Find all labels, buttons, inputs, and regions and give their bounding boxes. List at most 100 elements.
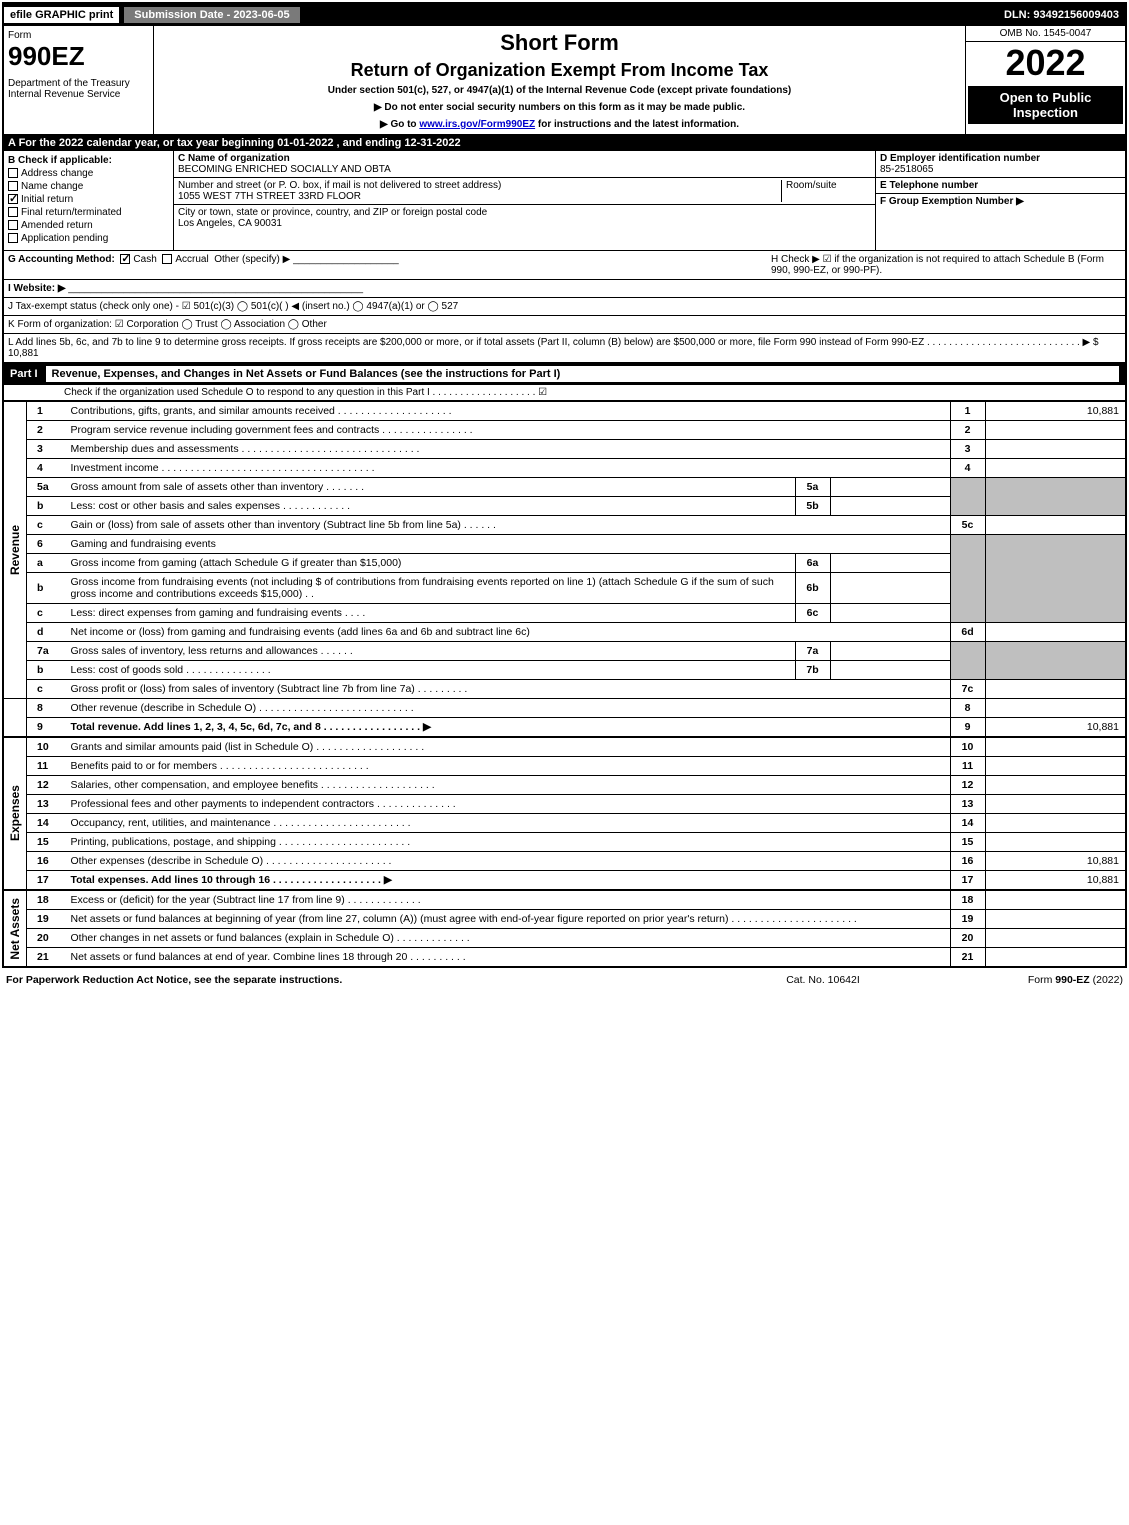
f-group-block: F Group Exemption Number ▶ [876,194,1125,209]
line-21: 21Net assets or fund balances at end of … [4,948,1125,967]
line-14: 14Occupancy, rent, utilities, and mainte… [4,814,1125,833]
tax-year: 2022 [966,42,1125,84]
street-label: Number and street (or P. O. box, if mail… [178,180,781,191]
chk-cash[interactable] [120,254,130,264]
line-11: 11Benefits paid to or for members . . . … [4,757,1125,776]
room-suite-label: Room/suite [781,180,871,202]
submission-date: Submission Date - 2023-06-05 [123,6,300,24]
short-form-label: Short Form [162,30,957,56]
col-c-org-info: C Name of organization BECOMING ENRICHED… [174,151,875,250]
line-7a: 7aGross sales of inventory, less returns… [4,642,1125,661]
city-block: City or town, state or province, country… [174,205,875,231]
line-8: 8Other revenue (describe in Schedule O) … [4,699,1125,718]
under-section: Under section 501(c), 527, or 4947(a)(1)… [162,85,957,96]
j-content: J Tax-exempt status (check only one) - ☑… [8,301,1121,312]
line-10: Expenses 10Grants and similar amounts pa… [4,737,1125,757]
header-center: Short Form Return of Organization Exempt… [154,26,965,134]
g-label: G Accounting Method: [8,254,115,265]
goto-note: ▶ Go to www.irs.gov/Form990EZ for instru… [162,119,957,130]
row-a-tax-year: A For the 2022 calendar year, or tax yea… [4,135,1125,151]
line-7c: cGross profit or (loss) from sales of in… [4,680,1125,699]
chk-accrual[interactable] [162,254,172,264]
ssn-note: ▶ Do not enter social security numbers o… [162,102,957,113]
line-6: 6Gaming and fundraising events [4,535,1125,554]
line-4: 4Investment income . . . . . . . . . . .… [4,459,1125,478]
form-header: Form 990EZ Department of the Treasury In… [4,26,1125,135]
line-5c: cGain or (loss) from sale of assets othe… [4,516,1125,535]
form-number: 990EZ [8,41,149,72]
chk-amended-return[interactable]: Amended return [8,220,169,231]
row-g-h: G Accounting Method: Cash Accrual Other … [4,251,1125,280]
line-15: 15Printing, publications, postage, and s… [4,833,1125,852]
k-content: K Form of organization: ☑ Corporation ◯ … [8,319,1121,330]
part-i-check-note: Check if the organization used Schedule … [4,385,1125,401]
chk-name-change[interactable]: Name change [8,181,169,192]
d-ein-block: D Employer identification number 85-2518… [876,151,1125,178]
d-ein: 85-2518065 [880,164,933,175]
org-name: BECOMING ENRICHED SOCIALLY AND OBTA [178,164,871,175]
lines-table: Revenue 1 Contributions, gifts, grants, … [4,401,1125,966]
part-i-header: Part I Revenue, Expenses, and Changes in… [4,363,1125,385]
line-16: 16Other expenses (describe in Schedule O… [4,852,1125,871]
line-6d: dNet income or (loss) from gaming and fu… [4,623,1125,642]
line-20: 20Other changes in net assets or fund ba… [4,929,1125,948]
open-to-public: Open to Public Inspection [968,86,1123,124]
l-text: L Add lines 5b, 6c, and 7b to line 9 to … [8,337,1099,348]
page-footer: For Paperwork Reduction Act Notice, see … [0,970,1129,990]
footer-center: Cat. No. 10642I [723,974,923,986]
row-g-accounting: G Accounting Method: Cash Accrual Other … [8,254,771,276]
header-right: OMB No. 1545-0047 2022 Open to Public In… [965,26,1125,134]
part-i-label: Part I [10,368,46,380]
block-b-through-f: B Check if applicable: Address change Na… [4,151,1125,251]
topbar: efile GRAPHIC print Submission Date - 20… [4,4,1125,26]
i-label: I Website: ▶ [8,283,66,294]
form-title: Return of Organization Exempt From Incom… [162,60,957,81]
city-value: Los Angeles, CA 90031 [178,218,871,229]
footer-left: For Paperwork Reduction Act Notice, see … [6,974,723,986]
line-18: Net Assets 18Excess or (deficit) for the… [4,890,1125,910]
g-other: Other (specify) ▶ [214,254,290,265]
dln: DLN: 93492156009403 [1004,9,1125,21]
department: Department of the Treasury Internal Reve… [8,78,149,100]
chk-final-return[interactable]: Final return/terminated [8,207,169,218]
row-i-website: I Website: ▶ ___________________________… [4,280,1125,298]
footer-right: Form 990-EZ (2022) [923,974,1123,986]
e-phone-block: E Telephone number [876,178,1125,194]
omb-number: OMB No. 1545-0047 [966,26,1125,42]
city-label: City or town, state or province, country… [178,207,871,218]
org-name-block: C Name of organization BECOMING ENRICHED… [174,151,875,178]
l-amount: 10,881 [8,348,39,359]
chk-initial-return[interactable]: Initial return [8,194,169,205]
line-2: 2Program service revenue including gover… [4,421,1125,440]
side-expenses: Expenses [8,785,22,841]
row-j-tax-exempt: J Tax-exempt status (check only one) - ☑… [4,298,1125,316]
c-name-label: C Name of organization [178,153,290,164]
form-word: Form [8,30,149,41]
line-1: Revenue 1 Contributions, gifts, grants, … [4,402,1125,421]
e-label: E Telephone number [880,180,978,191]
header-left: Form 990EZ Department of the Treasury In… [4,26,154,134]
f-label: F Group Exemption Number ▶ [880,196,1024,207]
form-990ez: efile GRAPHIC print Submission Date - 20… [2,2,1127,968]
row-k-form-of-org: K Form of organization: ☑ Corporation ◯ … [4,316,1125,334]
chk-application-pending[interactable]: Application pending [8,233,169,244]
line-5a: 5aGross amount from sale of assets other… [4,478,1125,497]
line-9: 9Total revenue. Add lines 1, 2, 3, 4, 5c… [4,718,1125,738]
col-def: D Employer identification number 85-2518… [875,151,1125,250]
col-b-header: B Check if applicable: [8,155,169,166]
row-h-schedule-b: H Check ▶ ☑ if the organization is not r… [771,254,1121,276]
irs-link[interactable]: www.irs.gov/Form990EZ [419,119,535,130]
side-revenue: Revenue [8,525,22,575]
side-net-assets: Net Assets [8,898,22,960]
line-12: 12Salaries, other compensation, and empl… [4,776,1125,795]
line-13: 13Professional fees and other payments t… [4,795,1125,814]
row-l-gross-receipts: L Add lines 5b, 6c, and 7b to line 9 to … [4,334,1125,363]
line-17: 17Total expenses. Add lines 10 through 1… [4,871,1125,891]
street-value: 1055 WEST 7TH STREET 33RD FLOOR [178,191,781,202]
street-block: Number and street (or P. O. box, if mail… [174,178,875,205]
part-i-title: Revenue, Expenses, and Changes in Net As… [46,366,1119,382]
chk-address-change[interactable]: Address change [8,168,169,179]
efile-print-label[interactable]: efile GRAPHIC print [4,7,119,23]
line-3: 3Membership dues and assessments . . . .… [4,440,1125,459]
line-19: 19Net assets or fund balances at beginni… [4,910,1125,929]
